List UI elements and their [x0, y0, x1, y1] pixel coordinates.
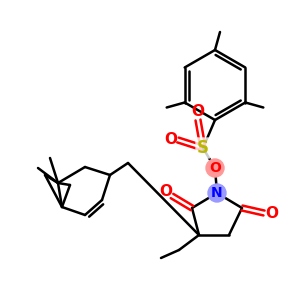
Text: O: O [191, 104, 205, 119]
Circle shape [206, 159, 224, 177]
Circle shape [208, 184, 226, 202]
Text: O: O [209, 161, 221, 175]
Text: N: N [211, 186, 223, 200]
Text: O: O [164, 131, 178, 146]
Text: S: S [197, 139, 209, 157]
Text: O: O [160, 184, 172, 200]
Text: O: O [266, 206, 278, 220]
